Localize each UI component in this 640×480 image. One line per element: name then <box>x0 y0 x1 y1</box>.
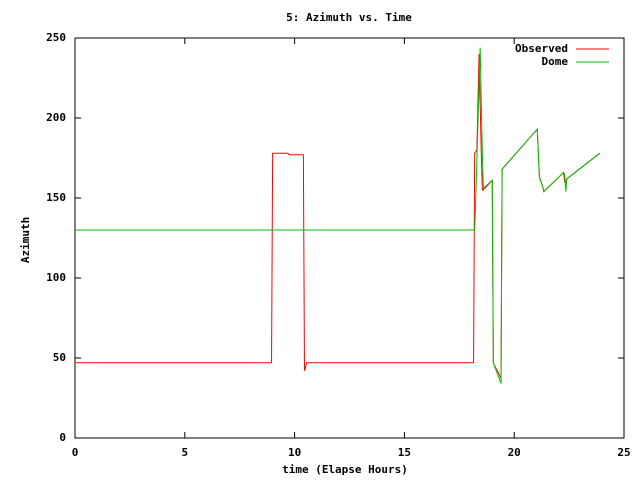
legend-label: Observed <box>515 42 568 55</box>
legend-label: Dome <box>542 55 569 68</box>
x-tick-label: 0 <box>72 446 79 459</box>
y-tick-label: 250 <box>46 31 66 44</box>
x-tick-label: 5 <box>181 446 188 459</box>
chart-title: 5: Azimuth vs. Time <box>286 11 412 24</box>
y-tick-label: 0 <box>59 431 66 444</box>
plot-border <box>74 37 625 439</box>
series-line <box>75 53 601 380</box>
y-tick-label: 100 <box>46 271 66 284</box>
series-line <box>75 47 601 384</box>
x-axis-label: time (Elapse Hours) <box>282 463 408 476</box>
x-tick-label: 20 <box>508 446 521 459</box>
x-tick-label: 10 <box>288 446 301 459</box>
y-tick-label: 50 <box>53 351 66 364</box>
x-tick-label: 25 <box>617 446 630 459</box>
y-tick-label: 150 <box>46 191 66 204</box>
x-tick-label: 15 <box>398 446 411 459</box>
y-axis-label: Azimuth <box>19 217 32 263</box>
y-tick-label: 200 <box>46 111 66 124</box>
